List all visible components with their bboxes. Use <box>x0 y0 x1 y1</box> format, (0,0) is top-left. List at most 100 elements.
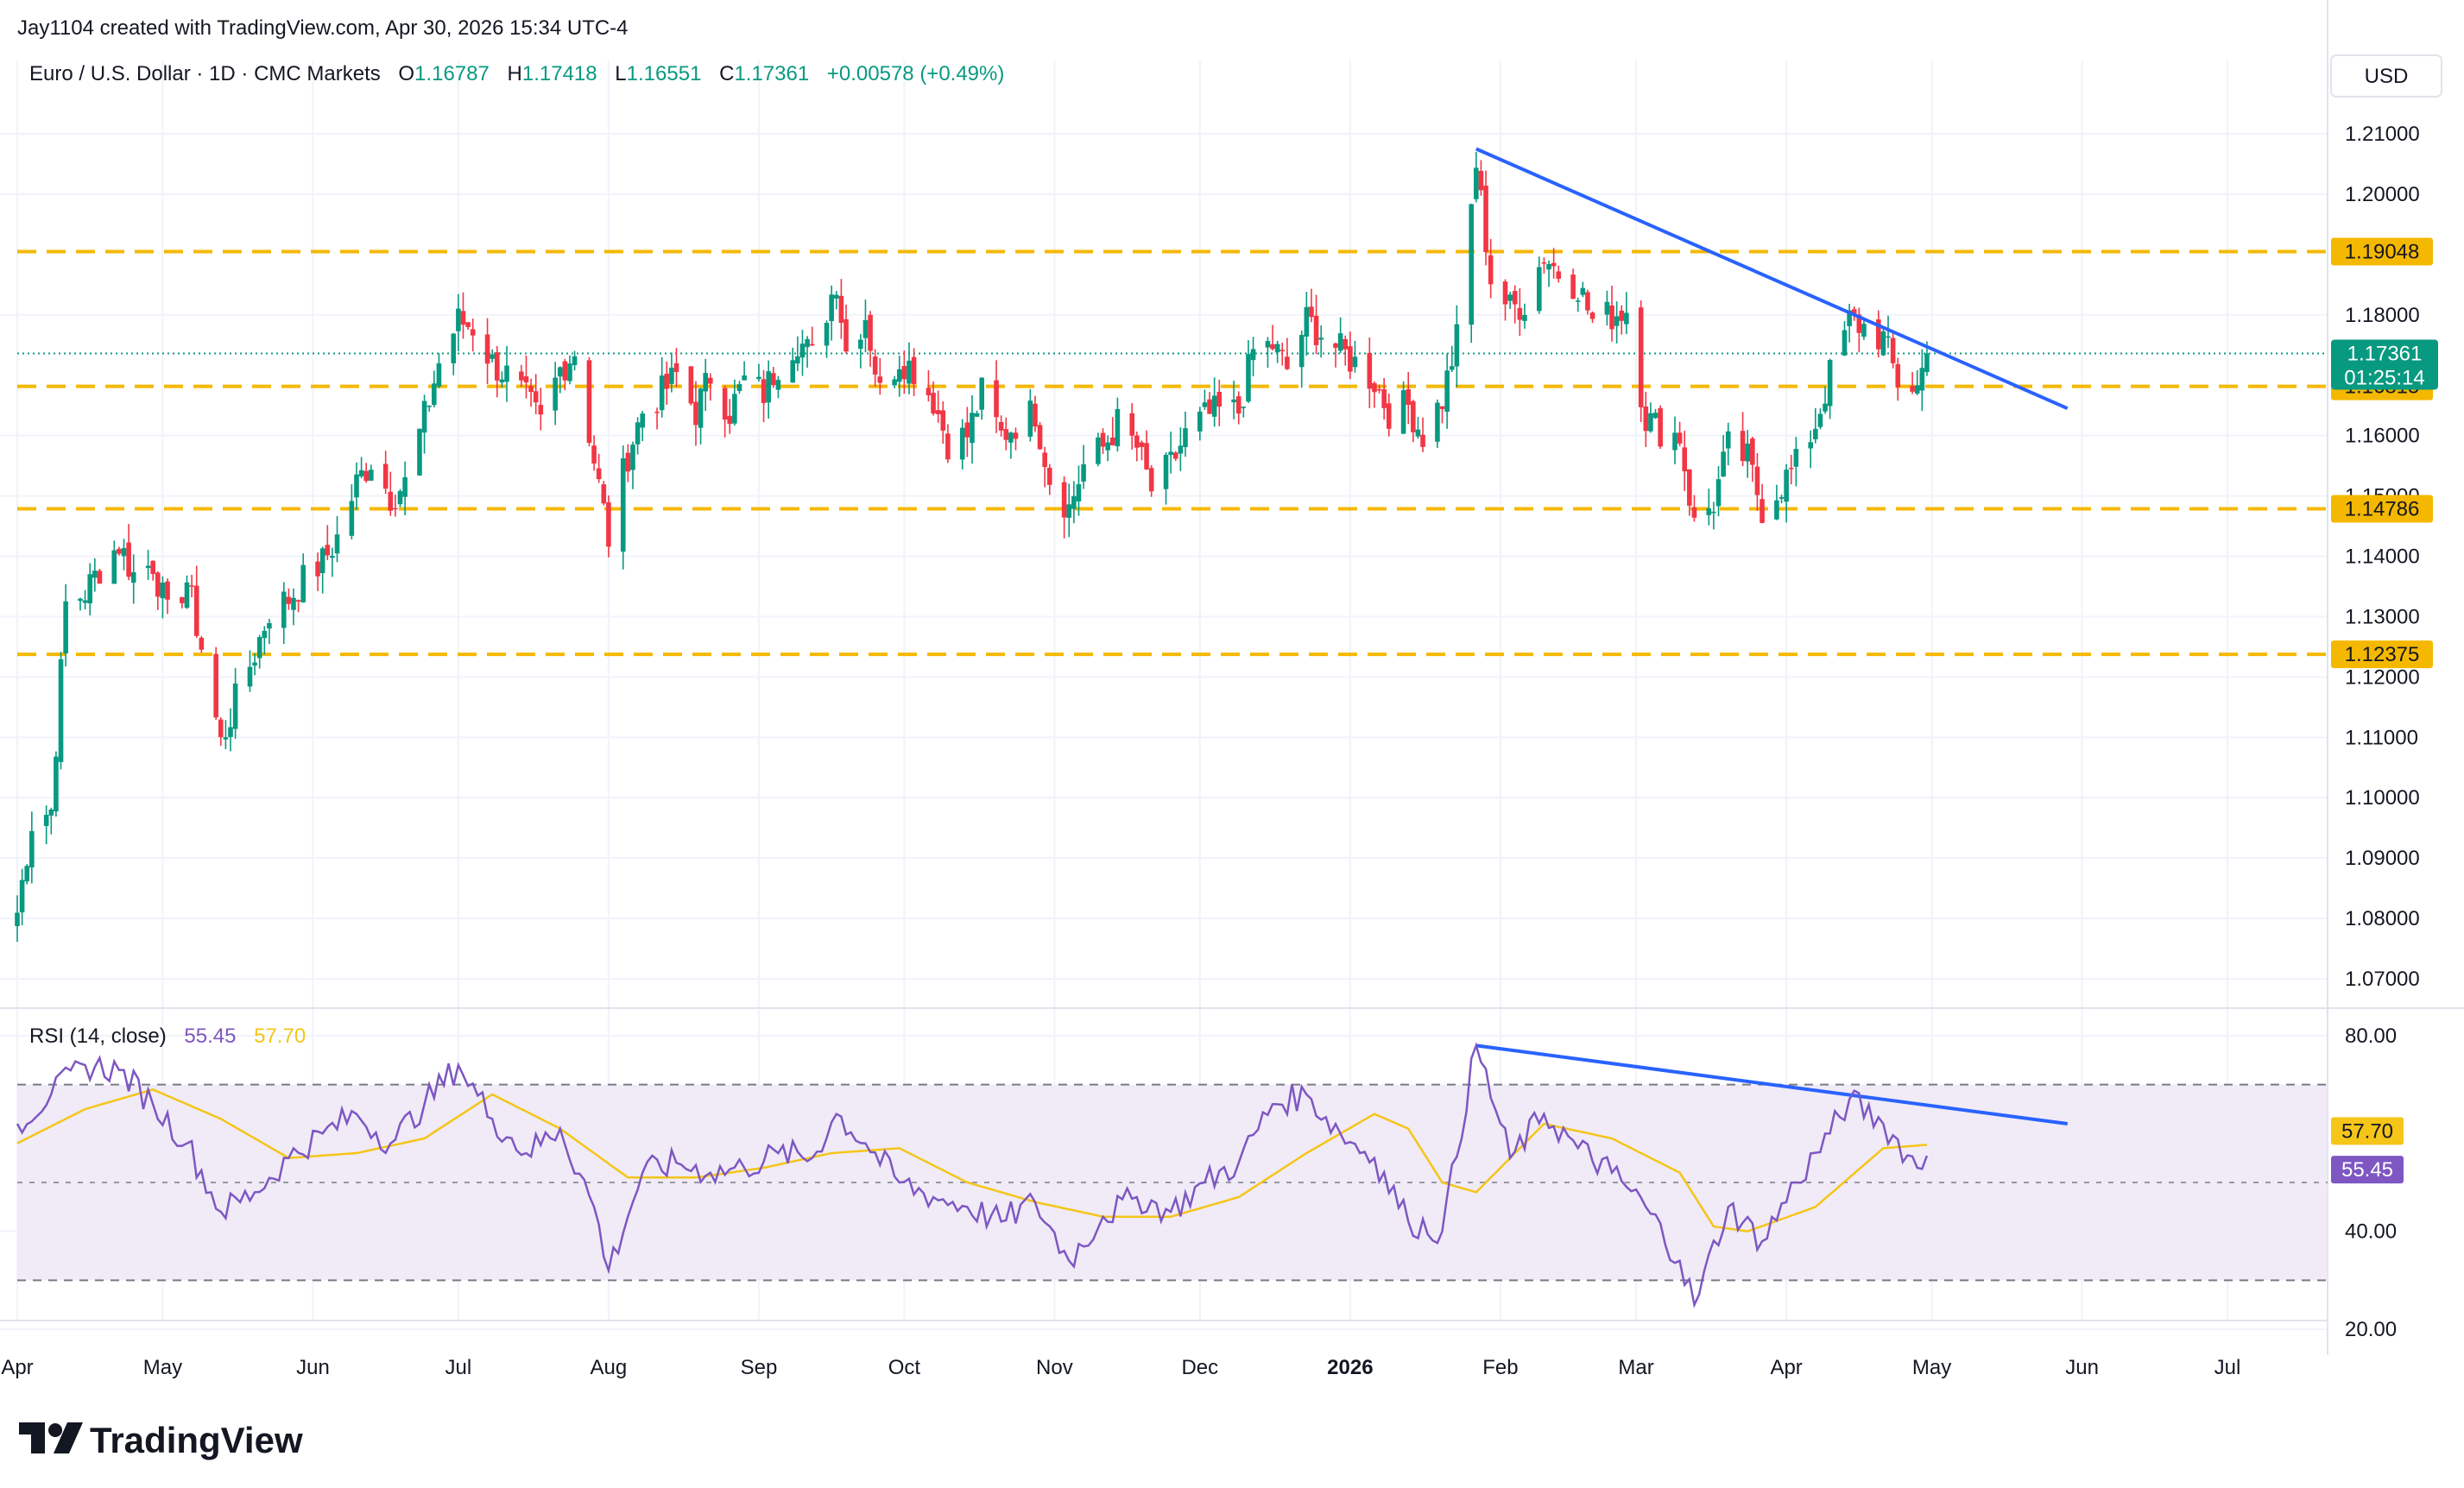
candle <box>606 495 611 558</box>
candle <box>1740 412 1746 467</box>
candle <box>1895 357 1901 401</box>
candle <box>382 451 389 495</box>
rsi-legend[interactable]: RSI (14, close) 55.45 57.70 <box>29 1025 306 1048</box>
candle <box>1449 345 1455 373</box>
candle <box>732 379 737 426</box>
rsi-axis-ticks: 80.00 40.00 20.00 <box>2345 1025 2397 1341</box>
candle <box>1706 489 1712 526</box>
candle <box>620 445 626 570</box>
candle <box>742 361 747 381</box>
rsi-tick-label: 40.00 <box>2345 1220 2397 1244</box>
candle <box>150 560 155 581</box>
candle <box>1172 451 1178 461</box>
symbol-legend[interactable]: Euro / U.S. Dollar · 1D · CMC Markets O1… <box>29 62 1004 85</box>
candle <box>1919 349 1925 412</box>
price-tick-label: 1.11000 <box>2345 726 2418 749</box>
candle <box>693 381 698 446</box>
candle <box>1066 483 1072 538</box>
candle <box>770 367 776 388</box>
candle <box>1406 372 1412 425</box>
candle <box>1517 287 1523 337</box>
time-tick-label: Dec <box>1181 1356 1218 1379</box>
candle <box>911 348 917 396</box>
candle <box>1502 279 1508 321</box>
candle <box>330 547 335 577</box>
currency-button[interactable]: USD <box>2330 54 2442 98</box>
candle <box>295 599 301 613</box>
candle <box>417 428 422 476</box>
candle <box>1415 417 1421 439</box>
candle <box>1139 440 1145 461</box>
candle <box>300 553 306 603</box>
candle <box>1677 421 1683 447</box>
rsi-tag: 55.45 <box>2331 1156 2404 1184</box>
price-trendline[interactable] <box>1475 147 2069 411</box>
candle <box>456 293 461 351</box>
candle <box>232 667 238 739</box>
candle <box>1148 464 1154 497</box>
candle <box>1274 340 1280 363</box>
candle <box>688 366 694 406</box>
candle <box>1682 431 1688 491</box>
candle <box>315 552 320 591</box>
candle <box>1793 437 1799 487</box>
time-tick-label: Aug <box>591 1356 628 1379</box>
candle <box>87 563 93 616</box>
time-tick-label: Jul <box>445 1356 472 1379</box>
candle <box>218 717 224 747</box>
candle <box>1008 432 1014 459</box>
candle <box>1265 337 1271 369</box>
candle <box>1115 397 1121 452</box>
candle <box>567 355 572 385</box>
rsi-indicator-label: RSI (14, close) <box>29 1025 167 1048</box>
candle <box>130 554 136 604</box>
candle <box>436 353 442 389</box>
last-price-tag: 1.17361 01:25:14 <box>2331 339 2438 390</box>
candle <box>111 540 117 584</box>
time-axis-ticks: Apr May Jun Jul Aug Sep Oct Nov Dec 2026 Feb Mar Apr… <box>1 1356 2240 1379</box>
time-tick-label: May <box>1912 1356 1951 1379</box>
candle <box>460 292 466 339</box>
horizontal-levels[interactable] <box>17 249 2328 657</box>
candle <box>363 463 370 483</box>
tradingview-logo[interactable]: TradingView <box>19 1420 303 1460</box>
candle <box>117 546 122 556</box>
high-value: 1.17418 <box>522 62 597 85</box>
candle <box>1779 495 1785 504</box>
candle <box>572 350 578 371</box>
candle <box>426 405 432 412</box>
candlestick-series[interactable] <box>15 151 1930 943</box>
candle <box>155 571 161 610</box>
price-tick-label: 1.21000 <box>2345 123 2420 146</box>
candle <box>262 626 268 655</box>
candle <box>766 360 771 419</box>
candle <box>1546 260 1551 287</box>
candle <box>267 619 272 644</box>
rsi-trendline[interactable] <box>1475 1043 2068 1125</box>
time-tick-label: Jun <box>2065 1356 2099 1379</box>
candle <box>877 358 883 395</box>
candle <box>964 407 970 457</box>
candle <box>291 588 296 626</box>
candle <box>1207 392 1212 414</box>
candle <box>994 360 999 433</box>
candle <box>24 864 30 885</box>
candle <box>432 370 437 408</box>
candle <box>354 462 359 510</box>
candle <box>1109 417 1115 446</box>
candle <box>1760 483 1765 524</box>
candle <box>349 484 355 539</box>
candle <box>1454 305 1460 388</box>
level-tag-label: 1.19048 <box>2345 241 2420 264</box>
candle <box>591 435 597 471</box>
candle <box>1614 301 1620 344</box>
candle <box>1715 466 1722 517</box>
candle <box>281 582 287 645</box>
candle <box>519 364 524 388</box>
symbol-name: Euro / U.S. Dollar · 1D · CMC Markets <box>29 62 381 85</box>
candle <box>1469 204 1475 344</box>
candle <box>945 424 951 463</box>
candle <box>1202 389 1208 410</box>
